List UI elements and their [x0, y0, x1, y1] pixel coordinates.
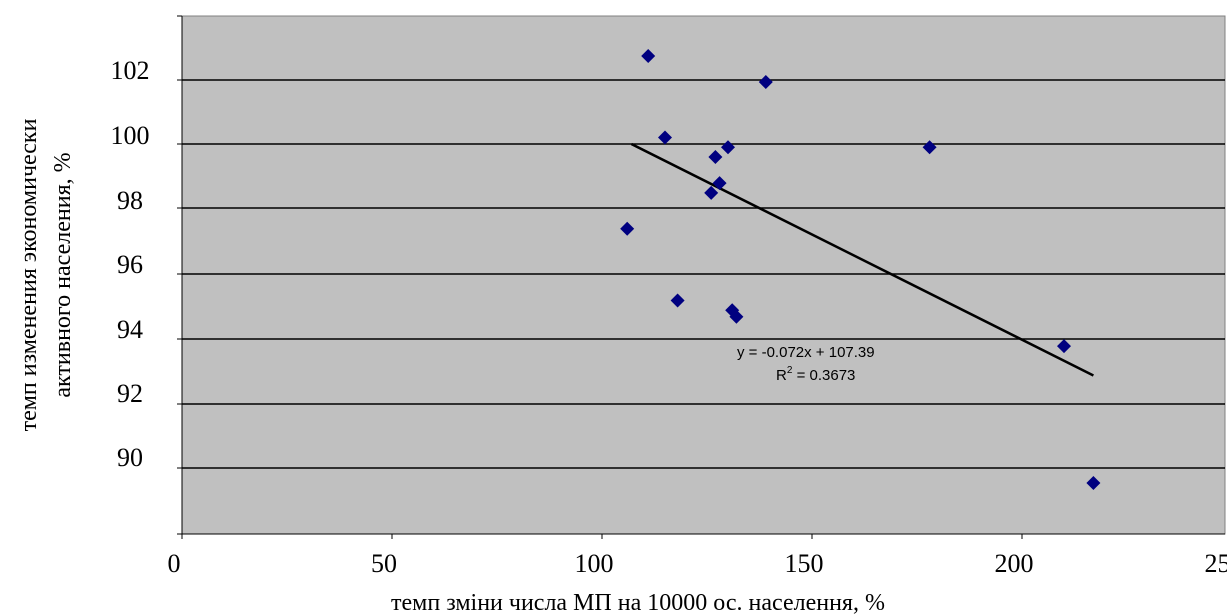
x-tick-label: 200 [995, 549, 1034, 578]
trendline-r2: R2 = 0.3673 [776, 365, 855, 384]
x-tick-label: 100 [575, 549, 614, 578]
data-points [620, 48, 1101, 491]
y-tick-label: 98 [117, 186, 143, 215]
data-point [721, 140, 735, 155]
trendline-group [630, 142, 1094, 377]
x-tick-label: 250 [1205, 549, 1227, 578]
axes [177, 15, 1225, 539]
r2-prefix: R [776, 367, 787, 384]
trendline [630, 142, 1094, 377]
data-point [712, 176, 727, 191]
data-point [1057, 339, 1071, 354]
y-axis-title-line2: активного населения, % [50, 152, 76, 397]
data-point [708, 150, 723, 165]
r2-superscript: 2 [787, 365, 793, 376]
x-tick-label: 0 [168, 549, 181, 578]
y-tick-label: 90 [117, 443, 143, 472]
y-tick-label: 102 [111, 56, 150, 85]
data-point [641, 48, 656, 63]
y-tick-label: 92 [117, 379, 143, 408]
gridlines [182, 79, 1225, 469]
y-tick-label: 100 [111, 121, 150, 150]
data-point [658, 130, 672, 145]
data-point [729, 309, 744, 324]
y-axis-title-line1: темп изменения экономически [16, 118, 42, 431]
r2-value: = 0.3673 [792, 367, 855, 384]
trendline-equation: y = -0.072x + 107.39 [737, 344, 875, 361]
x-tick-labels: 0 50 100 150 200 250 [168, 549, 1227, 578]
y-tick-label: 96 [117, 250, 143, 279]
x-axis-title: темп зміни числа МП на 10000 ос. населен… [391, 590, 885, 615]
y-tick-label: 94 [117, 315, 143, 344]
data-point [922, 140, 937, 155]
data-point [1086, 476, 1101, 491]
x-tick-label: 50 [371, 549, 397, 578]
data-point [758, 75, 773, 90]
plot-area [181, 15, 1226, 535]
x-tick-label: 150 [785, 549, 824, 578]
data-point [620, 221, 635, 236]
y-tick-labels: 90 92 94 96 98 100 102 [111, 56, 150, 472]
data-point [704, 185, 719, 200]
data-point [670, 293, 685, 308]
